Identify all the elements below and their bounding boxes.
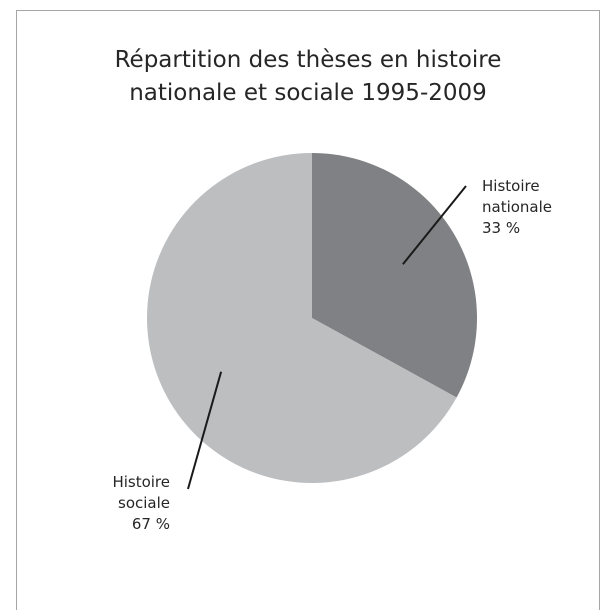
slice-label-histoire-sociale-line-1: Histoire <box>112 473 170 491</box>
slice-label-histoire-sociale-line-2: sociale <box>118 494 170 512</box>
leader-line-1 <box>187 371 223 490</box>
slice-value-histoire-nationale: 33 % <box>482 219 521 237</box>
slice-label-histoire-nationale-line-2: nationale <box>482 198 553 216</box>
chart-title-line-2: nationale et sociale 1995-2009 <box>129 80 487 106</box>
chart-title: Répartition des thèses en histoire natio… <box>16 44 600 110</box>
leader-line-0 <box>402 185 467 265</box>
pie-slice-1 <box>147 153 457 483</box>
slice-label-histoire-nationale-line-1: Histoire <box>482 177 540 195</box>
pie-slice-0 <box>312 153 478 398</box>
chart-title-line-1: Répartition des thèses en histoire <box>114 47 502 73</box>
slice-value-histoire-sociale: 67 % <box>131 515 170 533</box>
slice-label-histoire-nationale: Histoire nationale 33 % <box>482 176 552 239</box>
slice-label-histoire-sociale: Histoire sociale 67 % <box>80 472 170 535</box>
